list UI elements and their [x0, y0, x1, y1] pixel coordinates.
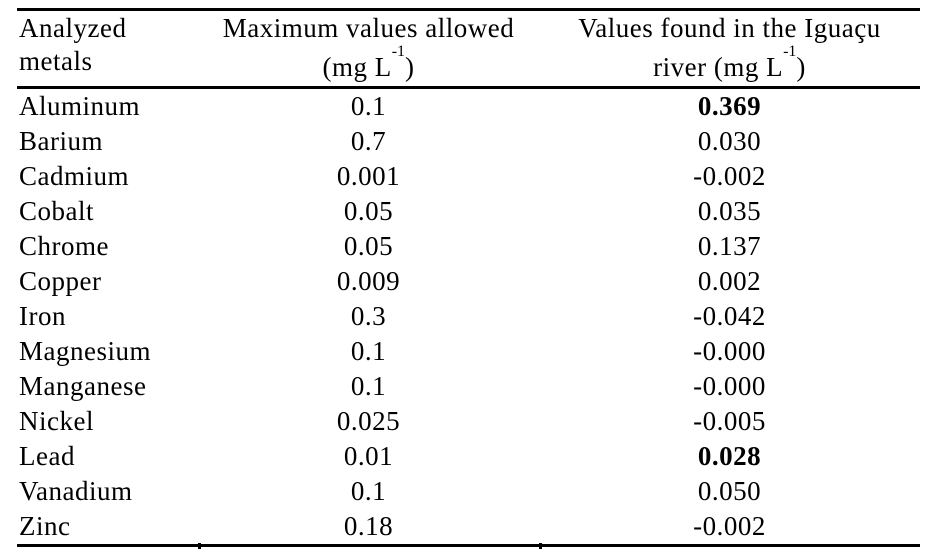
header-col1-line1: Analyzed	[19, 13, 127, 43]
found-value: 0.137	[697, 231, 762, 261]
unit-exponent: -1	[391, 43, 406, 60]
table-row: Chrome 0.05 0.137	[17, 229, 920, 264]
found-value: 0.002	[697, 266, 762, 296]
metal-name: Manganese	[19, 371, 147, 401]
max-allowed-value: 0.025	[336, 406, 401, 436]
header-max-values-allowed: Maximum values allowed (mg L-1)	[198, 12, 539, 84]
found-value: 0.028	[697, 441, 762, 471]
found-value: -0.005	[693, 406, 766, 436]
metal-name: Barium	[19, 126, 103, 156]
metal-name: Chrome	[19, 231, 109, 261]
table-row: Barium 0.7 0.030	[17, 124, 920, 159]
found-value: 0.369	[697, 91, 762, 121]
table-header-rule	[17, 86, 920, 89]
header-col3-line1: Values found in the Iguaçu	[578, 13, 881, 43]
table-bottom-rule	[17, 543, 920, 549]
column-boundary-tick	[539, 543, 542, 549]
table-top-rule	[17, 8, 920, 11]
header-col1-line2: metals	[19, 46, 93, 76]
header-values-found-iguacu: Values found in the Iguaçu river (mg L-1…	[539, 12, 920, 84]
table-row: Cadmium 0.001 -0.002	[17, 159, 920, 194]
table-row: Manganese 0.1 -0.000	[17, 369, 920, 404]
found-value: -0.002	[693, 161, 766, 191]
metal-name: Copper	[19, 266, 102, 296]
max-allowed-value: 0.18	[343, 511, 394, 541]
found-value: -0.002	[693, 511, 766, 541]
max-allowed-value: 0.05	[343, 196, 394, 226]
unit-post: )	[405, 52, 415, 82]
table-row: Magnesium 0.1 -0.000	[17, 334, 920, 369]
found-value: -0.000	[693, 336, 766, 366]
table-row: Iron 0.3 -0.042	[17, 299, 920, 334]
max-allowed-value: 0.05	[343, 231, 394, 261]
header-col2-unit: (mg L-1)	[198, 43, 539, 84]
found-value: -0.000	[693, 371, 766, 401]
unit-pre: (mg L	[322, 52, 392, 82]
found-value: 0.050	[697, 476, 762, 506]
table-row: Nickel 0.025 -0.005	[17, 404, 920, 439]
metal-name: Aluminum	[19, 91, 141, 121]
unit-exponent: -1	[783, 43, 797, 60]
found-value: 0.035	[697, 196, 762, 226]
found-value: 0.030	[697, 126, 762, 156]
column-boundary-tick	[198, 543, 201, 549]
metal-name: Iron	[19, 301, 66, 331]
max-allowed-value: 0.1	[350, 371, 387, 401]
metal-name: Cadmium	[19, 161, 129, 191]
max-allowed-value: 0.3	[350, 301, 387, 331]
unit-pre: river (mg L	[653, 52, 784, 82]
table-row: Cobalt 0.05 0.035	[17, 194, 920, 229]
max-allowed-value: 0.1	[350, 336, 387, 366]
max-allowed-value: 0.001	[336, 161, 401, 191]
header-analyzed-metals: Analyzed metals	[17, 12, 198, 84]
metal-name: Magnesium	[19, 336, 151, 366]
metal-name: Lead	[19, 441, 75, 471]
max-allowed-value: 0.7	[350, 126, 387, 156]
table-row: Zinc 0.18 -0.002	[17, 509, 920, 544]
max-allowed-value: 0.009	[336, 266, 401, 296]
table-row: Copper 0.009 0.002	[17, 264, 920, 299]
metal-name: Zinc	[19, 511, 71, 541]
metal-name: Vanadium	[19, 476, 133, 506]
table-body: Aluminum 0.1 0.369 Barium 0.7 0.030 Cadmium 0.0…	[17, 89, 920, 544]
table-row: Vanadium 0.1 0.050	[17, 474, 920, 509]
max-allowed-value: 0.1	[350, 91, 387, 121]
found-value: -0.042	[693, 301, 766, 331]
max-allowed-value: 0.01	[343, 441, 394, 471]
metals-table: Analyzed metals Maximum values allowed (…	[17, 8, 920, 549]
table-row: Aluminum 0.1 0.369	[17, 89, 920, 124]
max-allowed-value: 0.1	[350, 476, 387, 506]
metal-name: Cobalt	[19, 196, 94, 226]
header-col3-unit: river (mg L-1)	[539, 43, 920, 84]
metal-name: Nickel	[19, 406, 94, 436]
header-col2-line1: Maximum values allowed	[222, 13, 515, 43]
table-header-row: Analyzed metals Maximum values allowed (…	[17, 11, 920, 86]
table-row: Lead 0.01 0.028	[17, 439, 920, 474]
unit-post: )	[796, 52, 806, 82]
